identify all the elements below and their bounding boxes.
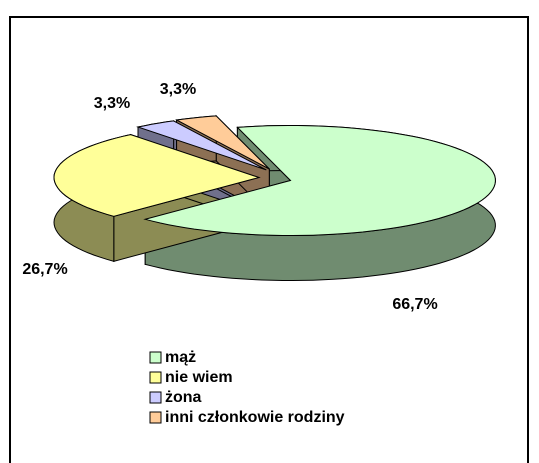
legend-swatch	[149, 371, 162, 384]
legend-label: mąż	[165, 349, 196, 366]
legend-label: nie wiem	[165, 369, 233, 386]
data-label: 66,7%	[392, 296, 437, 313]
legend-label: inni członkowie rodziny	[165, 409, 345, 426]
slice	[53, 134, 261, 217]
slice	[174, 115, 270, 170]
slice	[136, 120, 267, 171]
legend-swatch	[149, 411, 162, 424]
legend-label: żona	[165, 389, 202, 406]
data-label: 3,3%	[160, 81, 196, 98]
legend-swatch	[149, 391, 162, 404]
slice	[143, 125, 496, 236]
data-label: 3,3%	[94, 95, 130, 112]
legend-swatch	[149, 351, 162, 364]
data-label: 26,7%	[22, 261, 67, 278]
